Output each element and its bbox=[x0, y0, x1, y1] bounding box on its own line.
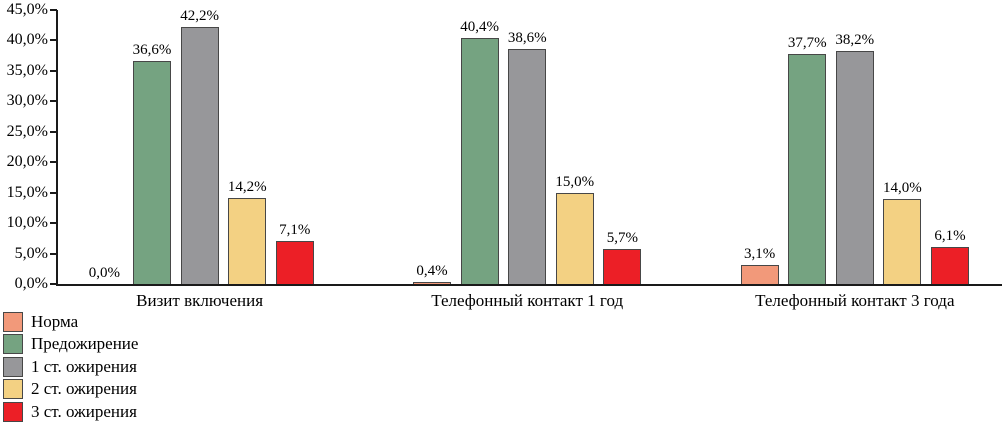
y-axis-tick-mark bbox=[50, 252, 57, 255]
y-axis-tick-label: 40,0% bbox=[6, 31, 48, 49]
legend-color-swatch bbox=[3, 334, 23, 355]
bar-value-label: 37,7% bbox=[787, 35, 827, 52]
bar-норма bbox=[740, 265, 779, 284]
legend-color-swatch bbox=[3, 379, 23, 400]
bar-предожирение bbox=[788, 54, 827, 284]
y-axis-tick-label: 45,0% bbox=[6, 1, 48, 18]
bar-value-label: 38,2% bbox=[835, 32, 875, 49]
y-axis-tick-label: 35,0% bbox=[6, 61, 48, 79]
bar-2-ст-ожирения bbox=[555, 192, 594, 284]
y-axis-tick-label: 15,0% bbox=[6, 183, 48, 201]
y-axis-tick-mark bbox=[50, 222, 57, 225]
y-axis-tick-label: 5,0% bbox=[14, 244, 48, 262]
bar-value-label: 0,4% bbox=[416, 262, 448, 279]
legend-label: 2 ст. ожирения bbox=[31, 379, 137, 399]
x-axis-category-label: Телефонный контакт 3 года bbox=[755, 291, 955, 310]
legend-label: 3 ст. ожирения bbox=[31, 401, 137, 421]
legend-color-swatch bbox=[3, 401, 23, 422]
y-axis-tick-mark bbox=[50, 161, 57, 164]
y-axis-line bbox=[56, 10, 58, 285]
y-axis-tick-mark bbox=[50, 39, 57, 42]
y-axis-tick-label: 20,0% bbox=[6, 153, 48, 171]
y-axis-tick-label: 0,0% bbox=[14, 275, 48, 292]
y-axis-tick-mark bbox=[50, 130, 57, 133]
y-axis-tick-mark bbox=[50, 283, 57, 285]
bar-value-label: 6,1% bbox=[934, 227, 966, 244]
bar-3-ст-ожирения bbox=[275, 240, 314, 284]
bar-value-label: 7,1% bbox=[279, 221, 311, 238]
y-axis-tick-label: 25,0% bbox=[6, 122, 48, 140]
x-axis-category-label: Визит включения bbox=[136, 291, 264, 310]
legend-label: 1 ст. ожирения bbox=[31, 356, 137, 376]
y-axis-tick-mark bbox=[50, 100, 57, 103]
y-axis-tick-label: 10,0% bbox=[6, 214, 48, 232]
legend-label: Предожирение bbox=[31, 334, 139, 354]
bar-норма bbox=[413, 281, 451, 284]
y-axis-tick-mark bbox=[50, 191, 57, 194]
legend-color-swatch bbox=[3, 312, 23, 332]
y-axis-tick-mark bbox=[50, 9, 57, 11]
x-axis-category-label: Телефонный контакт 1 год bbox=[431, 291, 624, 310]
x-axis-line bbox=[56, 284, 1002, 286]
bar-value-label: 5,7% bbox=[606, 230, 639, 247]
legend-color-swatch bbox=[3, 356, 23, 377]
bar-value-label: 0,0% bbox=[88, 265, 121, 281]
bar-value-label: 40,4% bbox=[460, 19, 499, 35]
bar-предожирение bbox=[133, 61, 171, 284]
bar-1-ст-ожирения bbox=[180, 27, 219, 284]
bar-2-ст-ожирения bbox=[883, 198, 922, 284]
bar-3-ст-ожирения bbox=[931, 246, 969, 284]
y-axis-tick-mark bbox=[50, 69, 57, 72]
bar-1-ст-ожирения bbox=[508, 48, 547, 284]
bar-value-label: 38,6% bbox=[507, 29, 547, 46]
bar-value-label: 3,1% bbox=[743, 246, 776, 263]
bar-value-label: 14,0% bbox=[883, 179, 922, 196]
bar-value-label: 14,2% bbox=[227, 178, 267, 195]
y-axis-tick-label: 30,0% bbox=[6, 92, 48, 110]
bar-value-label: 42,2% bbox=[180, 8, 219, 25]
bar-предожирение bbox=[460, 38, 499, 284]
legend-label: Норма bbox=[31, 312, 79, 331]
bar-value-label: 15,0% bbox=[555, 173, 595, 190]
bar-3-ст-ожирения bbox=[603, 249, 642, 284]
bar-value-label: 36,6% bbox=[132, 42, 172, 59]
bar-1-ст-ожирения bbox=[835, 51, 874, 284]
bar-2-ст-ожирения bbox=[228, 197, 267, 284]
